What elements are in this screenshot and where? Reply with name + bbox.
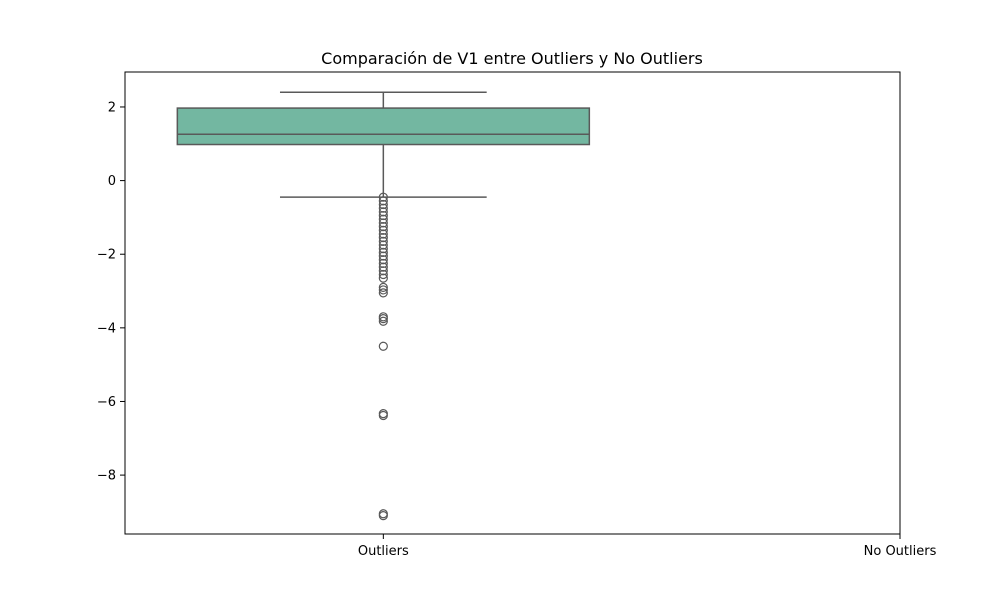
x-tick-label: No Outliers	[864, 544, 937, 559]
outlier-point	[378, 510, 388, 521]
chart-title: Comparación de V1 entre Outliers y No Ou…	[321, 49, 703, 68]
outlier-point	[378, 247, 388, 257]
y-tick-label: −6	[97, 395, 116, 410]
y-tick-label: −4	[97, 321, 116, 336]
outlier-point	[378, 316, 388, 326]
outlier-point	[378, 218, 388, 228]
y-tick-label: 0	[108, 174, 116, 189]
outlier-point	[378, 273, 388, 283]
outlier-point	[378, 207, 388, 217]
axes: 2 0 −2 −4 −6 −8 Outliers No Outliers	[97, 100, 937, 559]
outlier-point	[378, 225, 388, 235]
y-tick-label: 2	[108, 100, 116, 115]
outlier-point	[378, 244, 388, 254]
outlier-point	[378, 269, 388, 280]
outlier-point	[378, 199, 388, 210]
y-tick-label: −2	[97, 248, 116, 263]
outlier-point	[378, 255, 388, 265]
y-tick-label: −8	[97, 469, 116, 484]
outlier-point	[378, 285, 388, 295]
axes-frame	[124, 71, 901, 535]
outlier-point	[378, 240, 388, 250]
outlier-point	[378, 236, 388, 246]
plot-area	[176, 91, 591, 521]
outlier-point	[378, 410, 388, 421]
outlier-point	[378, 233, 388, 243]
outlier-point	[378, 222, 388, 232]
outlier-point	[378, 258, 388, 269]
outlier-point	[378, 509, 388, 519]
outlier-point	[378, 288, 388, 298]
outlier-point	[378, 251, 388, 261]
outlier-point	[378, 266, 388, 276]
outlier-point	[378, 196, 388, 206]
outlier-point	[378, 192, 388, 202]
outlier-point	[378, 210, 388, 221]
box-iqr	[176, 107, 591, 146]
outlier-point	[378, 341, 388, 351]
outlier-point	[378, 203, 388, 213]
outlier-point	[378, 314, 388, 324]
outlier-point	[378, 409, 388, 419]
outlier-point	[378, 262, 388, 272]
outlier-point	[378, 229, 388, 239]
x-tick-label: Outliers	[358, 544, 409, 559]
outlier-point	[378, 282, 388, 292]
outlier-point	[378, 214, 388, 224]
